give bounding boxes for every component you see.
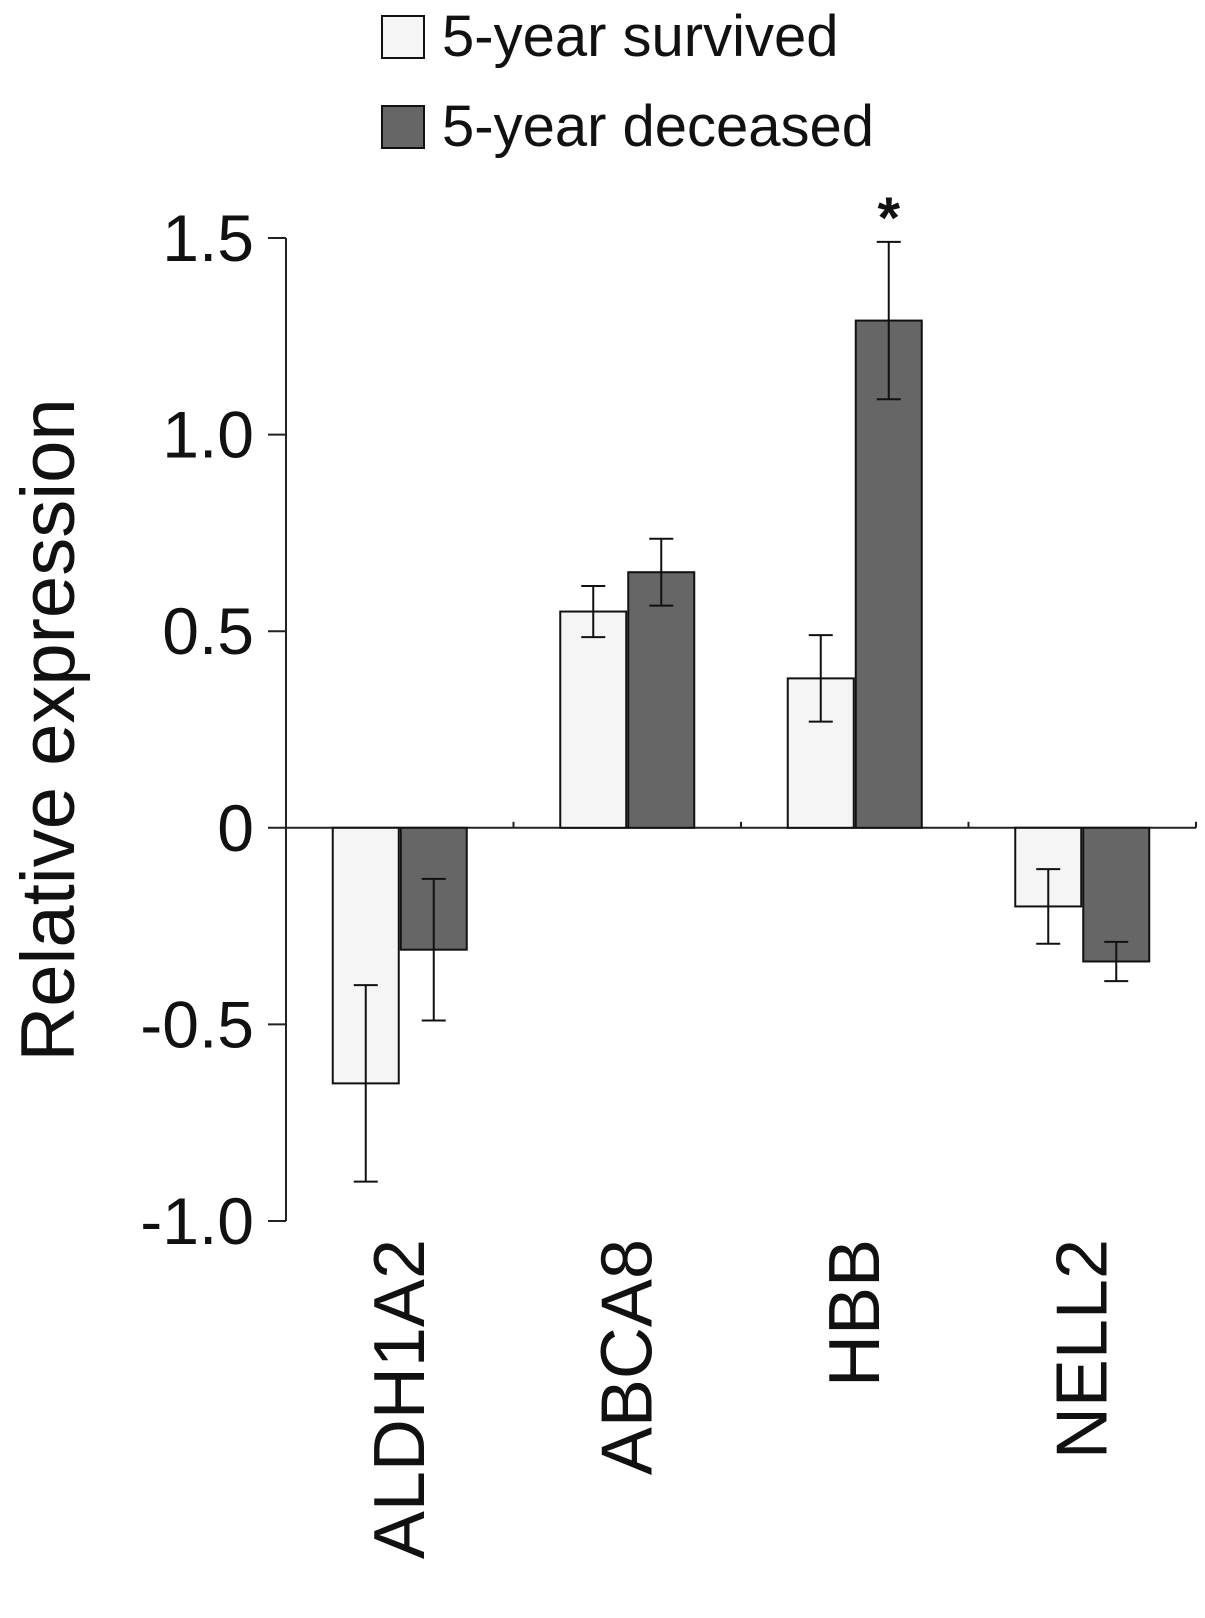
bar: [559, 610, 628, 829]
y-axis-label: Relative expression: [6, 398, 91, 1061]
legend-label: 5-year survived: [442, 4, 838, 69]
y-axis: 1.5 1.0 0.5 0 -0.5 -1.0: [140, 201, 287, 1258]
significance-marker: *: [877, 186, 900, 251]
x-axis: ALDH1A2 ABCA8 HBB NELL2: [286, 821, 1197, 1559]
bar: [1082, 826, 1151, 963]
y-tick-label: -1.0: [140, 1184, 254, 1258]
annotations: *: [877, 186, 900, 251]
legend-label: 5-year deceased: [442, 94, 874, 159]
x-tick-label: ALDH1A2: [360, 1239, 440, 1559]
legend-swatch: [381, 105, 425, 149]
bars: [331, 319, 1151, 1085]
x-tick-label: ABCA8: [587, 1239, 667, 1475]
y-tick-label: 1.5: [162, 201, 254, 275]
x-tick-label: NELL2: [1042, 1239, 1122, 1459]
bar: [627, 571, 696, 829]
error-bars: [353, 240, 1129, 1183]
x-tick-label: HBB: [815, 1239, 895, 1387]
y-tick-label: 0.5: [162, 594, 254, 668]
y-tick-label: 1.0: [162, 398, 254, 472]
legend: 5-year survived 5-year deceased: [381, 4, 874, 159]
legend-swatch: [381, 15, 425, 59]
y-tick-label: -0.5: [140, 987, 254, 1061]
y-tick-label: 0: [217, 791, 254, 865]
